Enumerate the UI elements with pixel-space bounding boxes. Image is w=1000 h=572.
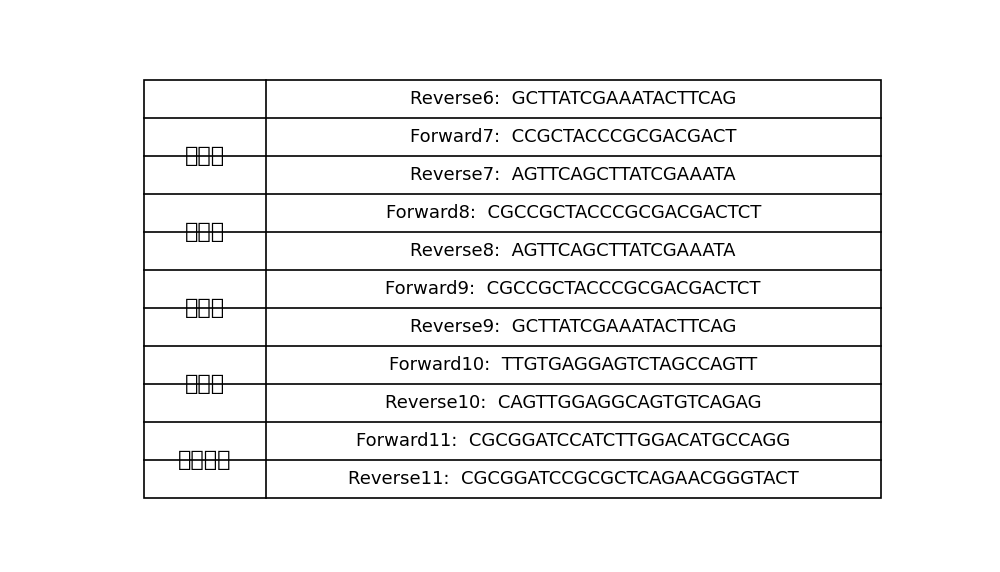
Text: 第九组: 第九组 bbox=[185, 298, 225, 318]
Text: Forward7:  CCGCTACCCGCGACGACT: Forward7: CCGCTACCCGCGACGACT bbox=[410, 128, 736, 146]
Text: Reverse9:  GCTTATCGAAATACTTCAG: Reverse9: GCTTATCGAAATACTTCAG bbox=[410, 318, 736, 336]
Text: Forward11:  CGCGGATCCATCTTGGACATGCCAGG: Forward11: CGCGGATCCATCTTGGACATGCCAGG bbox=[356, 432, 790, 450]
Text: 第八组: 第八组 bbox=[185, 222, 225, 242]
Text: Forward8:  CGCCGCTACCCGCGACGACTCT: Forward8: CGCCGCTACCCGCGACGACTCT bbox=[386, 204, 761, 222]
Text: Reverse11:  CGCGGATCCGCGCTCAGAACGGGTACT: Reverse11: CGCGGATCCGCGCTCAGAACGGGTACT bbox=[348, 470, 799, 488]
Text: 第十组: 第十组 bbox=[185, 374, 225, 394]
Text: Reverse6:  GCTTATCGAAATACTTCAG: Reverse6: GCTTATCGAAATACTTCAG bbox=[410, 90, 736, 108]
Text: Reverse10:  CAGTTGGAGGCAGTGTCAGAG: Reverse10: CAGTTGGAGGCAGTGTCAGAG bbox=[385, 394, 761, 412]
Text: 第十一组: 第十一组 bbox=[178, 450, 232, 470]
Text: 第七组: 第七组 bbox=[185, 146, 225, 166]
Text: Reverse7:  AGTTCAGCTTATCGAAATA: Reverse7: AGTTCAGCTTATCGAAATA bbox=[410, 166, 736, 184]
Text: Forward10:  TTGTGAGGAGTCTAGCCAGTT: Forward10: TTGTGAGGAGTCTAGCCAGTT bbox=[389, 356, 757, 374]
Text: Reverse8:  AGTTCAGCTTATCGAAATA: Reverse8: AGTTCAGCTTATCGAAATA bbox=[410, 242, 736, 260]
Text: Forward9:  CGCCGCTACCCGCGACGACTCT: Forward9: CGCCGCTACCCGCGACGACTCT bbox=[385, 280, 761, 298]
